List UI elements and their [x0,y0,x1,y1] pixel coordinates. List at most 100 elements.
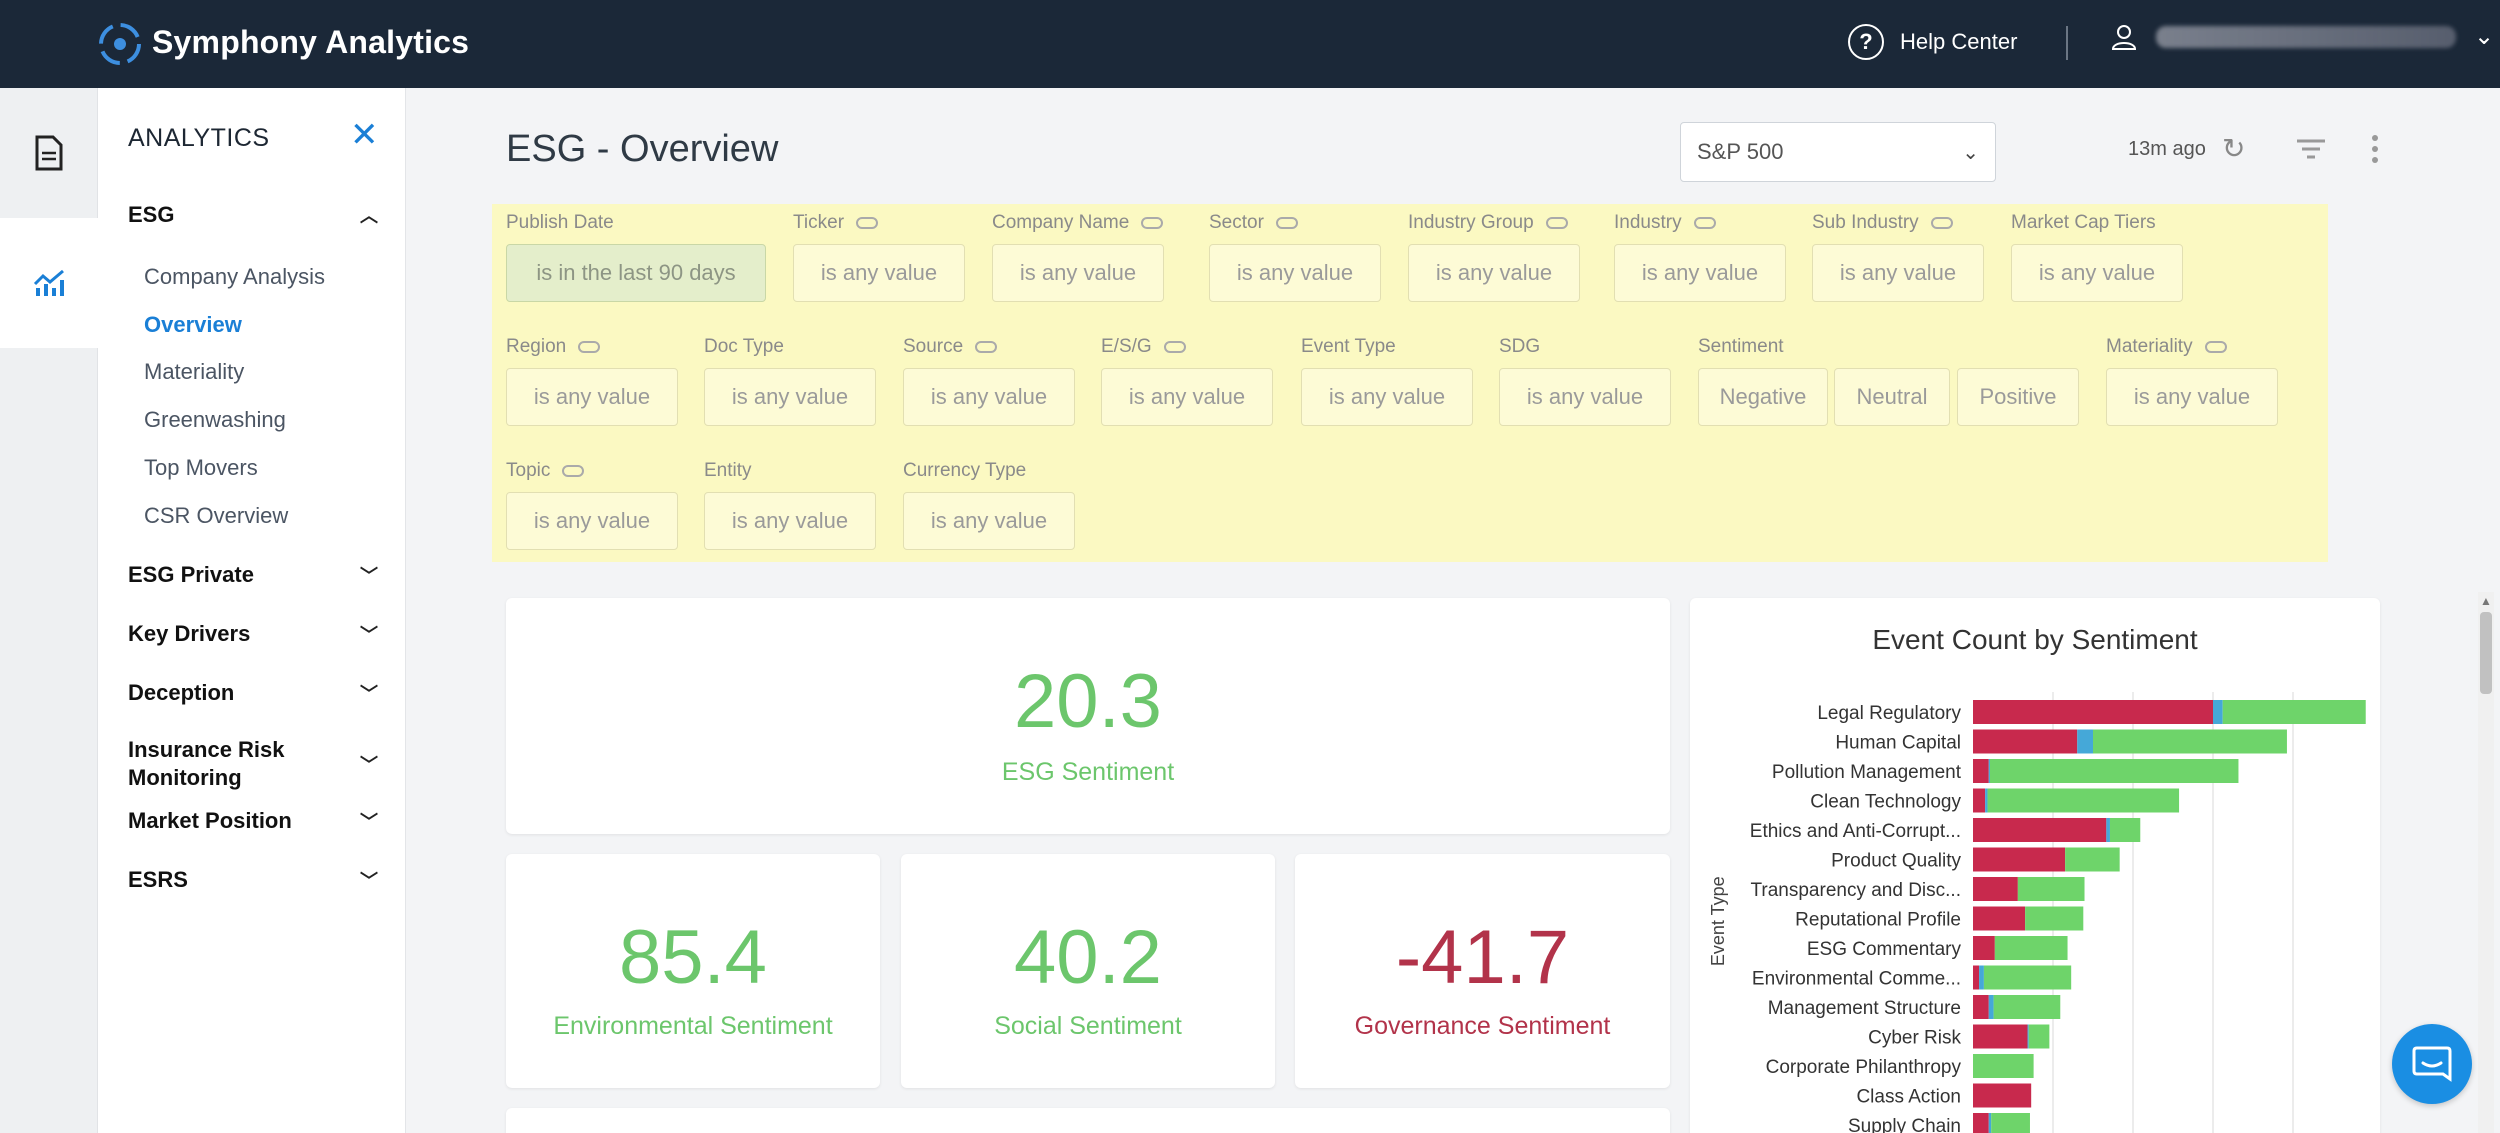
filter-sdg[interactable]: is any value [1499,368,1671,426]
chart-bar-segment[interactable] [1991,1113,2030,1133]
chart-bar-segment[interactable] [1973,729,2078,754]
chart-bar-segment[interactable] [2017,877,2085,901]
filter-label-materiality: Materiality [2106,336,2227,358]
chart-bar-segment[interactable] [1994,936,2068,960]
nav-item-company-analysis[interactable]: Company Analysis [144,264,325,289]
chart-bar-segment[interactable] [1973,700,2213,724]
filter-event-type[interactable]: is any value [1301,368,1473,426]
environmental-sentiment-card[interactable]: 85.4 Environmental Sentiment [506,854,880,1088]
chart-bar-segment[interactable] [2093,729,2287,754]
filter-source[interactable]: is any value [903,368,1075,426]
user-menu[interactable]: ⌄ [2110,22,2494,51]
nav-item-greenwashing[interactable]: Greenwashing [144,407,286,432]
refresh-icon[interactable]: ↻ [2222,133,2246,164]
governance-sentiment-card[interactable]: -41.7 Governance Sentiment [1295,854,1670,1088]
filter-currency-type[interactable]: is any value [903,492,1075,550]
scrollbar-track[interactable] [2478,592,2494,1133]
chart-bar-segment[interactable] [1973,1083,2032,1108]
chart-bar-segment[interactable] [1979,965,1984,990]
sentiment-option-positive[interactable]: Positive [1957,368,2079,426]
chart-bar-segment[interactable] [2025,906,2084,931]
filter-industry-group[interactable]: is any value [1408,244,1580,302]
esg-sentiment-card[interactable]: 20.3 ESG Sentiment [506,598,1670,834]
event-count-chart-card[interactable]: Event Count by Sentiment Event Type Legal… [1690,598,2380,1133]
nav-section-insurance-risk-monitoring[interactable]: Insurance Risk Monitoring ﹀ [128,736,378,792]
chart-bar-segment[interactable] [1973,936,1995,960]
filter-materiality[interactable]: is any value [2106,368,2278,426]
scrollbar-thumb[interactable] [2480,612,2492,694]
chart-bar-segment[interactable] [1973,965,1980,990]
chart-bar-segment[interactable] [2027,1024,2029,1049]
chart-bar-segment[interactable] [1988,1113,1992,1133]
chart-bar-segment[interactable] [1973,877,2018,901]
filter-label-text: Publish Date [506,212,614,233]
chart-bar-segment[interactable] [1973,788,1986,813]
filter-industry[interactable]: is any value [1614,244,1786,302]
rail-documents[interactable] [0,88,98,218]
nav-section-market-position[interactable]: Market Position ﹀ [128,808,378,834]
app-name[interactable]: Symphony Analytics [152,24,470,60]
nav-item-overview[interactable]: Overview [144,312,242,337]
filter-esg-pillar[interactable]: is any value [1101,368,1273,426]
chart-bar-segment[interactable] [2065,847,2120,872]
nav-section-deception[interactable]: Deception ﹀ [128,680,378,706]
chart-bar-segment[interactable] [1985,788,1988,813]
scroll-up-arrow[interactable]: ▲ [2480,594,2492,608]
filter-company-name[interactable]: is any value [992,244,1164,302]
filter-ticker[interactable]: is any value [793,244,965,302]
chart-bar-segment[interactable] [1973,1024,2028,1049]
chart-bar-segment[interactable] [1973,1054,2034,1078]
chart-bar-segment[interactable] [1988,759,1990,783]
filter-sector[interactable]: is any value [1209,244,1381,302]
chart-bar-segment[interactable] [1973,1113,1989,1133]
nav-section-key-drivers[interactable]: Key Drivers ﹀ [128,621,378,647]
chart-bar-segment[interactable] [2028,1024,2050,1049]
chart-category-label: Pollution Management [1772,762,1962,783]
chart-bar-segment[interactable] [1989,759,2239,783]
nav-item-materiality[interactable]: Materiality [144,359,245,384]
chart-bar-segment[interactable] [1973,759,1989,783]
chart-bar-segment[interactable] [2222,700,2366,724]
chart-bar-segment[interactable] [1973,847,2066,872]
filter-publish-date[interactable]: is in the last 90 days [506,244,766,302]
help-center-link[interactable]: ? Help Center [1848,24,2017,60]
filter-region[interactable]: is any value [506,368,678,426]
filter-entity[interactable]: is any value [704,492,876,550]
chat-button[interactable] [2392,1024,2472,1104]
sentiment-option-neutral[interactable]: Neutral [1834,368,1950,426]
filter-label-text: Entity [704,460,752,481]
filter-label-text: Industry Group [1408,212,1534,233]
chart-bar-segment[interactable] [1987,788,2180,813]
chart-category-label: ESG Commentary [1807,939,1962,960]
chart-bar-segment[interactable] [1973,818,2107,842]
nav-item-top-movers[interactable]: Top Movers [144,455,258,480]
sentiment-option-negative[interactable]: Negative [1698,368,1828,426]
nav-item-csr-overview[interactable]: CSR Overview [144,503,289,528]
chart-bar-segment[interactable] [1993,995,2061,1019]
chart-bar-segment[interactable] [2109,818,2141,842]
filter-market-cap-tiers[interactable]: is any value [2011,244,2183,302]
filter-label-text: SDG [1499,336,1541,357]
chart-bar-segment[interactable] [1973,906,2026,931]
filter-sub-industry[interactable]: is any value [1812,244,1984,302]
nav-section-esg-private[interactable]: ESG Private ﹀ [128,562,378,588]
chart-bar-segment[interactable] [1988,995,1994,1019]
chart-bar-segment[interactable] [2213,700,2223,724]
nav-section-label: Market Position [128,808,292,833]
link-icon [856,217,879,229]
more-vertical-icon[interactable] [2370,134,2380,164]
close-icon[interactable]: ✕ [350,116,379,154]
filter-icon[interactable] [2296,138,2326,160]
chart-bar-segment[interactable] [1983,965,2072,990]
index-select[interactable]: S&P 500 ⌄ [1680,122,1996,182]
filter-doc-type[interactable]: is any value [704,368,876,426]
social-sentiment-card[interactable]: 40.2 Social Sentiment [901,854,1275,1088]
analytics-chart-icon [33,269,64,296]
chart-bar-segment[interactable] [2077,729,2093,754]
rail-analytics[interactable] [0,218,98,348]
chart-bar-segment[interactable] [1973,995,1989,1019]
chart-bar-segment[interactable] [2106,818,2110,842]
nav-section-esg[interactable]: ESG ︿ [128,202,378,228]
nav-section-esrs[interactable]: ESRS ﹀ [128,867,378,893]
filter-topic[interactable]: is any value [506,492,678,550]
